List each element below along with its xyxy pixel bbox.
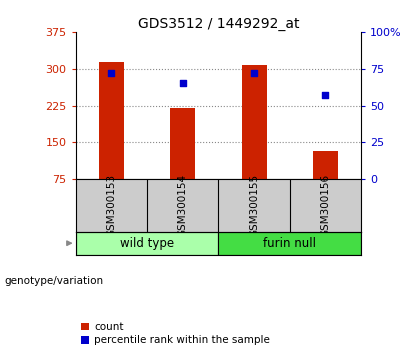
Text: furin null: furin null	[263, 237, 316, 250]
Text: GSM300153: GSM300153	[106, 174, 116, 237]
Bar	[99, 62, 124, 179]
Bar	[313, 151, 338, 179]
Point	[179, 81, 186, 86]
Point	[251, 70, 257, 76]
Text: GSM300154: GSM300154	[178, 174, 188, 237]
Text: wild type: wild type	[120, 237, 174, 250]
Bar	[241, 65, 267, 179]
Text: GSM300155: GSM300155	[249, 174, 259, 237]
Bar	[170, 108, 195, 179]
Title: GDS3512 / 1449292_at: GDS3512 / 1449292_at	[138, 17, 299, 31]
Text: GSM300156: GSM300156	[320, 174, 331, 237]
Legend: count, percentile rank within the sample: count, percentile rank within the sample	[81, 322, 270, 345]
Point	[108, 70, 115, 76]
Point	[322, 92, 329, 98]
Bar	[218, 232, 361, 255]
Text: genotype/variation: genotype/variation	[4, 276, 103, 286]
Bar	[76, 232, 218, 255]
